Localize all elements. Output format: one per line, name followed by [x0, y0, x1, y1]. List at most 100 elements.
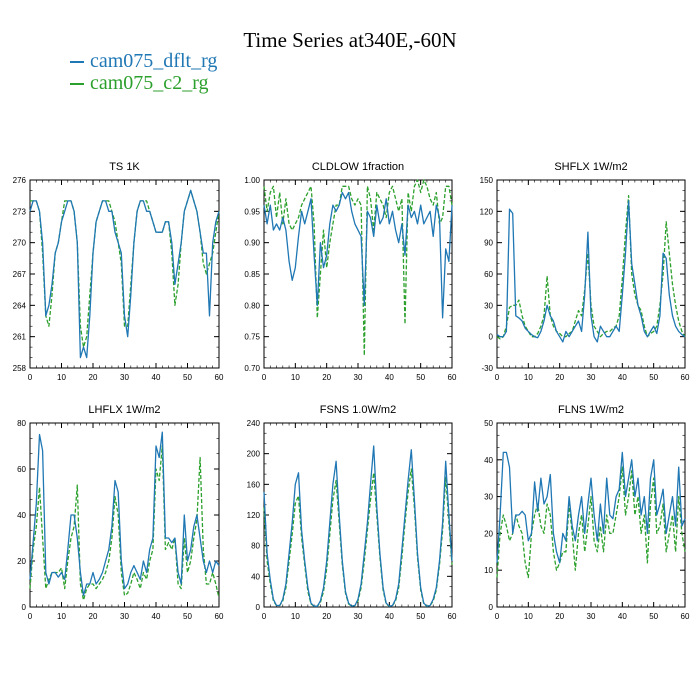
- y-tick-label: 1.00: [244, 176, 260, 185]
- plot-frame: [496, 179, 686, 369]
- x-tick-label: 50: [183, 612, 192, 621]
- legend-label-dflt: cam075_dflt_rg: [90, 50, 218, 72]
- y-tick-label: 261: [13, 333, 27, 342]
- x-tick-label: 50: [649, 612, 658, 621]
- x-tick-label: 50: [416, 612, 425, 621]
- x-tick-label: 50: [416, 373, 425, 382]
- x-tick-label: 0: [495, 612, 500, 621]
- series-line-c2: [263, 468, 453, 607]
- x-tick-label: 60: [215, 373, 224, 382]
- panel-title: TS 1K: [109, 161, 140, 173]
- y-tick-label: -30: [481, 364, 493, 373]
- y-tick-label: 240: [247, 419, 261, 428]
- y-tick-label: 273: [13, 207, 27, 216]
- y-tick-label: 80: [251, 542, 260, 551]
- x-tick-label: 10: [57, 373, 66, 382]
- y-tick-label: 0.95: [244, 207, 260, 216]
- y-tick-label: 30: [484, 301, 493, 310]
- x-tick-label: 30: [354, 612, 363, 621]
- y-tick-label: 258: [13, 364, 27, 373]
- plot-frame: [29, 422, 220, 608]
- x-tick-label: 0: [28, 373, 33, 382]
- y-tick-label: 270: [13, 239, 27, 248]
- x-tick-label: 40: [152, 612, 161, 621]
- x-tick-label: 20: [555, 373, 564, 382]
- y-tick-label: 90: [484, 239, 493, 248]
- x-tick-label: 60: [681, 373, 690, 382]
- y-tick-label: 40: [17, 511, 26, 520]
- x-tick-label: 30: [120, 373, 129, 382]
- figure-title: Time Series at340E,-60N: [243, 28, 457, 52]
- x-tick-label: 60: [681, 612, 690, 621]
- panel-5: FSNS 1.0W/m2 0 10 20 30 40 50 60 0 40 80 120 160 200 2…: [247, 404, 457, 621]
- x-tick-label: 30: [354, 373, 363, 382]
- series-line-c2: [263, 179, 453, 357]
- y-tick-label: 0.85: [244, 270, 260, 279]
- x-tick-label: 10: [524, 612, 533, 621]
- x-tick-label: 20: [322, 612, 331, 621]
- x-tick-label: 20: [322, 373, 331, 382]
- y-tick-label: 0: [489, 603, 494, 612]
- panel-4: LHFLX 1W/m2 0 10 20 30 40 50 60 0 20 40 60 80: [17, 404, 224, 621]
- legend-entry-c2: cam075_c2_rg: [70, 72, 209, 95]
- panel-6: FLNS 1W/m2 0 10 20 30 40 50 60 0 10 20 30 40 50: [484, 404, 690, 621]
- x-tick-label: 30: [587, 612, 596, 621]
- y-tick-label: 0.80: [244, 301, 260, 310]
- y-tick-label: 60: [484, 270, 493, 279]
- y-tick-label: 264: [13, 301, 27, 310]
- y-tick-label: 20: [17, 557, 26, 566]
- legend-label-c2: cam075_c2_rg: [90, 72, 209, 94]
- x-tick-label: 0: [262, 612, 267, 621]
- y-tick-label: 160: [247, 480, 261, 489]
- x-tick-label: 60: [448, 373, 457, 382]
- x-tick-label: 10: [291, 612, 300, 621]
- y-tick-label: 80: [17, 419, 26, 428]
- x-tick-label: 10: [524, 373, 533, 382]
- y-tick-label: 150: [480, 176, 494, 185]
- x-tick-label: 20: [89, 612, 98, 621]
- series-line-dflt: [263, 445, 453, 607]
- legend-entry-dflt: cam075_dflt_rg: [70, 50, 217, 73]
- panel-title: CLDLOW 1fraction: [312, 161, 404, 173]
- x-tick-label: 60: [448, 612, 457, 621]
- x-tick-label: 60: [215, 612, 224, 621]
- y-tick-label: 120: [247, 511, 261, 520]
- y-tick-label: 20: [484, 529, 493, 538]
- plot-frame: [263, 179, 453, 369]
- x-tick-label: 40: [618, 612, 627, 621]
- x-tick-label: 50: [649, 373, 658, 382]
- x-tick-label: 40: [385, 612, 394, 621]
- y-tick-label: 267: [13, 270, 27, 279]
- x-tick-label: 40: [385, 373, 394, 382]
- series-line-dflt: [496, 200, 686, 343]
- y-tick-label: 60: [17, 465, 26, 474]
- panel-2: CLDLOW 1fraction 0 10 20 30 40 50 60 0.70 0.75 0.8…: [244, 161, 457, 382]
- panel-title: LHFLX 1W/m2: [88, 404, 160, 416]
- y-tick-label: 10: [484, 566, 493, 575]
- x-tick-label: 40: [618, 373, 627, 382]
- panel-title: FLNS 1W/m2: [558, 404, 624, 416]
- x-tick-label: 20: [555, 612, 564, 621]
- y-tick-label: 0: [22, 603, 27, 612]
- x-tick-label: 30: [120, 612, 129, 621]
- series-line-dflt: [29, 189, 220, 359]
- y-tick-label: 50: [484, 419, 493, 428]
- y-tick-label: 0.90: [244, 239, 260, 248]
- y-tick-label: 276: [13, 176, 27, 185]
- y-tick-label: 0: [256, 603, 261, 612]
- series-line-dflt: [263, 191, 453, 319]
- x-tick-label: 0: [28, 612, 33, 621]
- panel-title: SHFLX 1W/m2: [554, 161, 627, 173]
- x-tick-label: 10: [57, 612, 66, 621]
- x-tick-label: 0: [495, 373, 500, 382]
- legend-swatch-dflt: [70, 61, 84, 64]
- y-tick-label: 200: [247, 450, 261, 459]
- x-tick-label: 10: [291, 373, 300, 382]
- x-tick-label: 0: [262, 373, 267, 382]
- y-tick-label: 0.75: [244, 333, 260, 342]
- y-tick-label: 0.70: [244, 364, 260, 373]
- x-tick-label: 30: [587, 373, 596, 382]
- y-tick-label: 30: [484, 493, 493, 502]
